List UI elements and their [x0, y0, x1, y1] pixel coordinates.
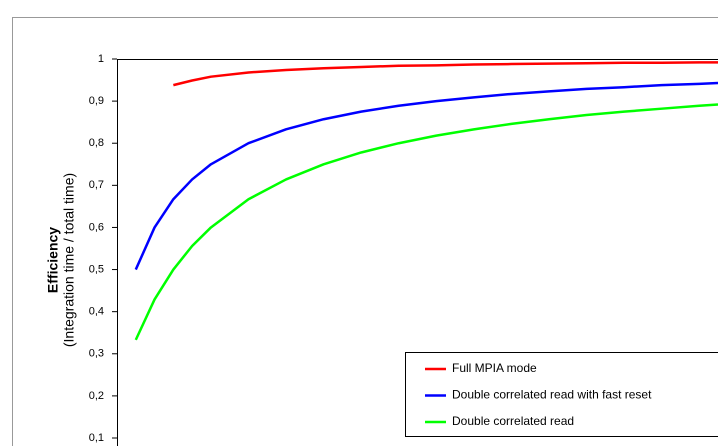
- series-line: [173, 61, 718, 87]
- y-tick-label: 0,9: [89, 95, 104, 107]
- legend-label: Full MPIA mode: [452, 361, 537, 375]
- chart-frame: [12, 17, 718, 446]
- series-line: [134, 103, 718, 341]
- legend-label: Double correlated read: [452, 414, 574, 428]
- y-tick-label: 0,6: [89, 221, 104, 233]
- y-tick-label: 0,4: [89, 306, 104, 318]
- y-tick-label: 0,5: [89, 263, 104, 275]
- y-tick-label: 0,8: [89, 137, 104, 149]
- y-axis-title: Efficiency: [45, 227, 61, 293]
- y-tick-label: 1: [98, 53, 104, 65]
- y-tick-label: 0,1: [89, 432, 104, 444]
- y-tick-label: 0,3: [89, 348, 104, 360]
- legend-box: [405, 352, 718, 437]
- y-tick-label: 0,2: [89, 390, 104, 402]
- legend-label: Double correlated read with fast reset: [452, 388, 652, 402]
- y-tick-label: 0,7: [89, 179, 104, 191]
- y-axis-subtitle: (Integration time / total time): [61, 173, 77, 347]
- series-line: [134, 81, 718, 271]
